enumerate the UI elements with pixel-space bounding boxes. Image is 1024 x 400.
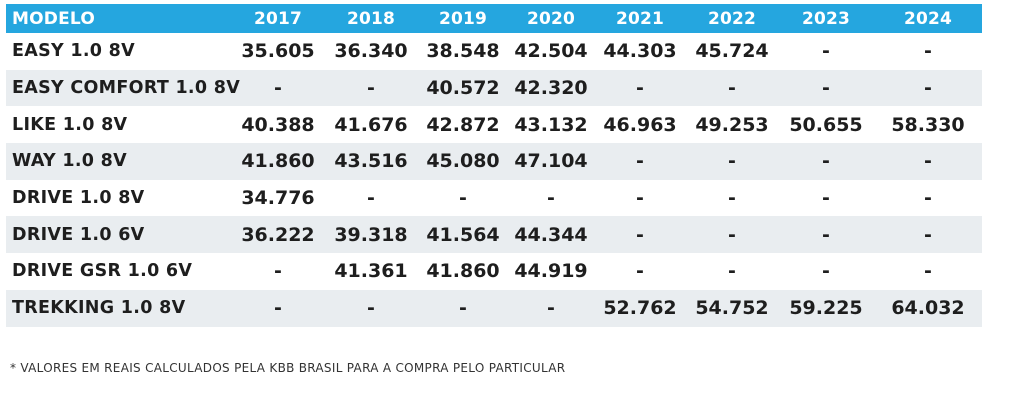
column-header-year: 2021	[615, 8, 665, 29]
price-cell: -	[367, 297, 375, 320]
header-row: MODELO 2017 2018 2019 2020 2021 2022 2023 2024	[6, 4, 982, 33]
price-cell: -	[728, 187, 736, 210]
price-cell: 40.572	[426, 77, 500, 100]
table-row: EASY 1.0 8V 35.605 36.340 38.548 42.504 44.30…	[6, 33, 982, 70]
column-header-year: 2022	[707, 8, 757, 29]
price-cell: 36.222	[241, 223, 315, 246]
price-cell: -	[924, 40, 932, 63]
price-cell: -	[367, 77, 375, 100]
table-row: TREKKING 1.0 8V - - - - 52.762 54.752 59.225 64.…	[6, 289, 982, 327]
table-row: EASY COMFORT 1.0 8V - - 40.572 42.320 - - - -	[6, 69, 982, 107]
price-cell: -	[636, 260, 644, 283]
price-cell: 45.080	[426, 150, 500, 173]
price-cell: 38.548	[426, 40, 500, 63]
price-cell: 52.762	[603, 297, 677, 320]
price-cell: -	[636, 77, 644, 100]
price-cell: 42.872	[426, 113, 500, 136]
footnote: * VALORES EM REAIS CALCULADOS PELA KBB B…	[10, 361, 566, 375]
price-cell: 41.564	[426, 223, 500, 246]
price-cell: 41.676	[334, 113, 408, 136]
price-cell: 36.340	[334, 40, 408, 63]
price-cell: 44.919	[514, 260, 588, 283]
price-cell: 58.330	[891, 113, 965, 136]
model-name-cell: EASY COMFORT 1.0 8V	[12, 78, 241, 99]
price-cell: 46.963	[603, 113, 677, 136]
price-cell: -	[822, 260, 830, 283]
price-cell: 49.253	[695, 113, 769, 136]
price-cell: -	[822, 40, 830, 63]
price-cell: 54.752	[695, 297, 769, 320]
price-cell: -	[924, 187, 932, 210]
price-cell: -	[728, 223, 736, 246]
price-cell: -	[636, 223, 644, 246]
price-cell: -	[636, 187, 644, 210]
price-cell: 47.104	[514, 150, 588, 173]
price-cell: -	[728, 260, 736, 283]
price-cell: -	[822, 77, 830, 100]
price-cell: -	[274, 297, 282, 320]
price-cell: -	[924, 223, 932, 246]
model-name-cell: DRIVE GSR 1.0 6V	[12, 261, 193, 282]
price-cell: 43.132	[514, 113, 588, 136]
model-name-cell: WAY 1.0 8V	[12, 151, 127, 172]
column-header-year: 2023	[801, 8, 851, 29]
price-cell: 40.388	[241, 113, 315, 136]
price-cell: 39.318	[334, 223, 408, 246]
price-cell: -	[924, 150, 932, 173]
price-cell: -	[547, 297, 555, 320]
price-cell: -	[728, 77, 736, 100]
price-cell: -	[822, 223, 830, 246]
price-cell: -	[274, 77, 282, 100]
price-cell: 42.504	[514, 40, 588, 63]
table-row: DRIVE 1.0 6V 36.222 39.318 41.564 44.344 - - - -	[6, 216, 982, 254]
column-header-year: 2024	[903, 8, 953, 29]
price-cell: -	[547, 187, 555, 210]
column-header-year: 2020	[526, 8, 576, 29]
column-header-year: 2019	[438, 8, 488, 29]
price-cell: -	[924, 77, 932, 100]
price-cell: 35.605	[241, 40, 315, 63]
model-name-cell: DRIVE 1.0 8V	[12, 188, 145, 209]
table-row: LIKE 1.0 8V 40.388 41.676 42.872 43.132 46.96…	[6, 106, 982, 143]
table-row: DRIVE 1.0 8V 34.776 - - - - - - -	[6, 180, 982, 217]
price-cell: -	[822, 187, 830, 210]
price-cell: 44.344	[514, 223, 588, 246]
column-header-year: 2017	[253, 8, 303, 29]
price-cell: 41.860	[426, 260, 500, 283]
price-cell: -	[274, 260, 282, 283]
model-name-cell: DRIVE 1.0 6V	[12, 224, 145, 245]
price-cell: 41.361	[334, 260, 408, 283]
price-cell: 44.303	[603, 40, 677, 63]
price-cell: 43.516	[334, 150, 408, 173]
model-name-cell: LIKE 1.0 8V	[12, 114, 128, 135]
price-cell: 59.225	[789, 297, 863, 320]
column-header-year: 2018	[346, 8, 396, 29]
table-row: WAY 1.0 8V 41.860 43.516 45.080 47.104 - - - -	[6, 143, 982, 180]
price-cell: -	[367, 187, 375, 210]
table-body: EASY 1.0 8V 35.605 36.340 38.548 42.504 44.30…	[6, 33, 982, 327]
table-row: DRIVE GSR 1.0 6V - 41.361 41.860 44.919 - - - -	[6, 253, 982, 290]
price-cell: -	[924, 260, 932, 283]
model-name-cell: EASY 1.0 8V	[12, 41, 135, 62]
model-name-cell: TREKKING 1.0 8V	[12, 298, 186, 319]
price-cell: 64.032	[891, 297, 965, 320]
price-cell: -	[728, 150, 736, 173]
price-cell: -	[822, 150, 830, 173]
price-cell: 34.776	[241, 187, 315, 210]
price-cell: 41.860	[241, 150, 315, 173]
price-cell: -	[459, 187, 467, 210]
price-cell: 45.724	[695, 40, 769, 63]
price-cell: 50.655	[789, 113, 863, 136]
price-cell: -	[636, 150, 644, 173]
column-header-model: MODELO	[12, 8, 95, 29]
table-header: MODELO 2017 2018 2019 2020 2021 2022 2023 2024	[6, 4, 982, 33]
price-cell: -	[459, 297, 467, 320]
price-cell: 42.320	[514, 77, 588, 100]
price-table: MODELO 2017 2018 2019 2020 2021 2022 2023 2024 E…	[6, 4, 982, 327]
